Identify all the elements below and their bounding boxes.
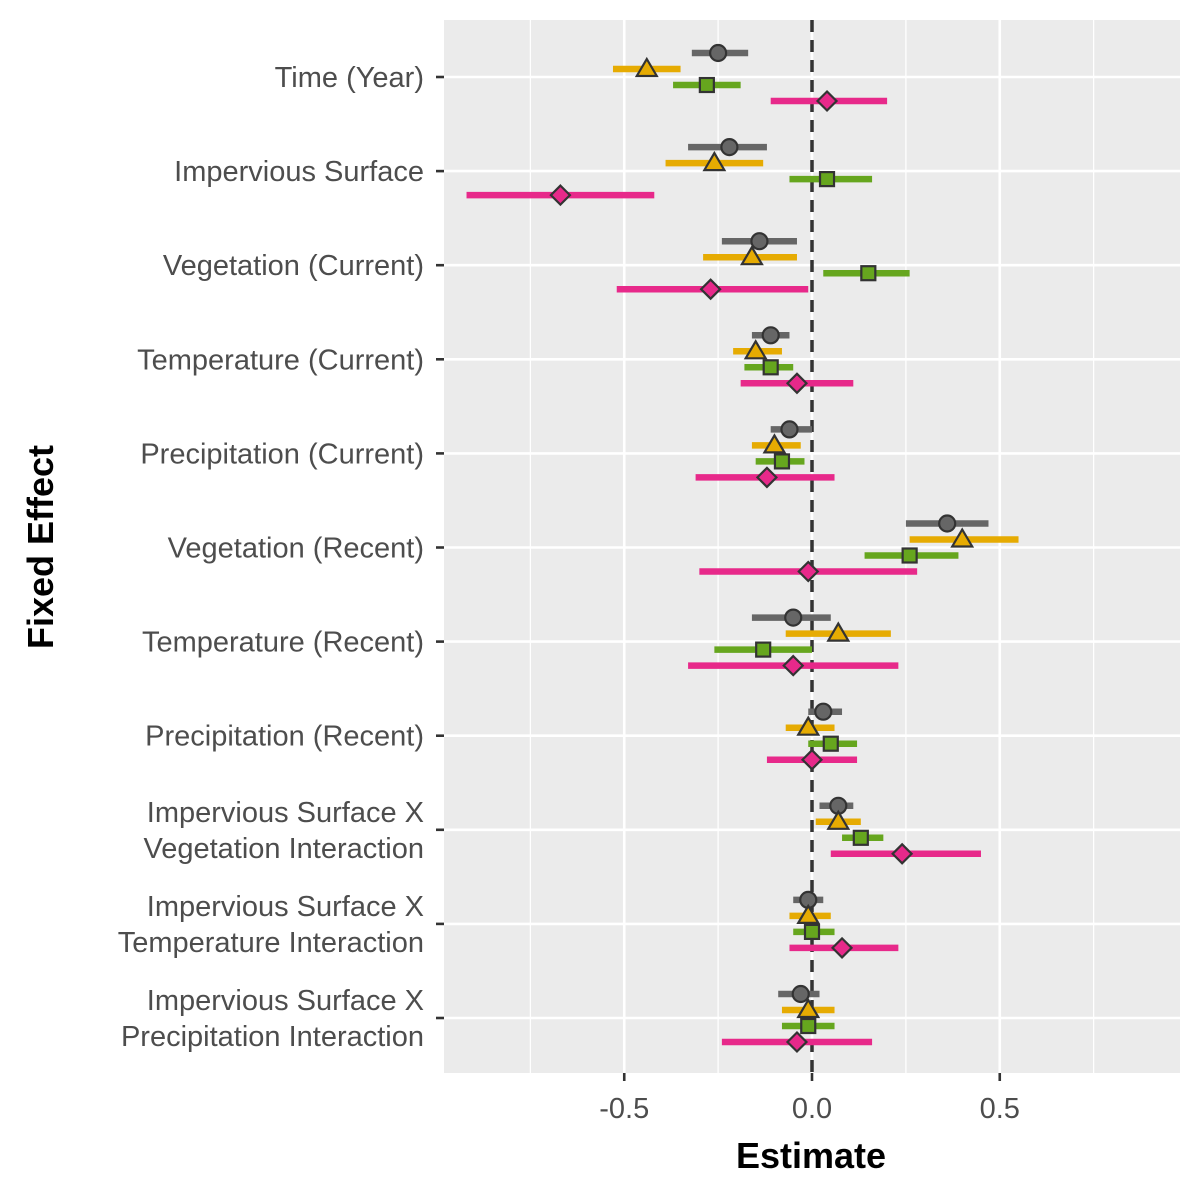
y-tick-label: Impervious Surface X Temperature Interact… xyxy=(118,891,424,959)
point-square xyxy=(852,829,869,846)
point-diamond xyxy=(549,184,572,207)
point-triangle xyxy=(796,903,821,925)
point-triangle xyxy=(739,245,764,266)
y-tick-label: Vegetation (Current) xyxy=(163,250,424,282)
point-circle xyxy=(814,702,833,721)
point-circle xyxy=(720,138,739,157)
point-diamond xyxy=(797,560,820,583)
point-square xyxy=(800,1017,817,1035)
point-triangle xyxy=(762,433,787,454)
point-square xyxy=(803,923,821,941)
point-square xyxy=(901,547,918,564)
point-estimates xyxy=(549,43,975,1054)
point-circle xyxy=(784,608,803,627)
point-circle xyxy=(791,984,810,1004)
x-tick-label: 0.5 xyxy=(980,1093,1020,1125)
point-triangle xyxy=(826,621,851,642)
y-axis-title: Fixed Effect xyxy=(20,445,61,649)
point-triangle xyxy=(950,527,975,548)
point-circle xyxy=(709,43,728,63)
point-diamond xyxy=(815,89,839,113)
point-square xyxy=(818,171,836,188)
point-diamond xyxy=(785,1030,809,1054)
point-circle xyxy=(761,326,780,345)
y-tick-label: Impervious Surface X Vegetation Interacti… xyxy=(143,797,424,865)
point-square xyxy=(755,641,772,658)
y-tick-label: Temperature (Current) xyxy=(137,344,424,376)
point-circle xyxy=(938,514,957,533)
point-square xyxy=(860,265,877,282)
point-triangle xyxy=(796,997,821,1019)
point-diamond xyxy=(830,936,854,959)
point-diamond xyxy=(782,654,805,677)
point-diamond xyxy=(785,372,809,395)
point-square xyxy=(762,359,779,376)
x-axis-title: Estimate xyxy=(736,1135,886,1176)
point-square xyxy=(822,735,839,752)
point-triangle xyxy=(826,809,851,830)
point-square xyxy=(773,453,791,470)
point-circle xyxy=(780,420,799,439)
point-triangle xyxy=(796,715,821,736)
point-diamond xyxy=(800,748,824,771)
y-tick-label: Precipitation (Recent) xyxy=(145,721,424,753)
x-tick-label: -0.5 xyxy=(599,1093,649,1125)
point-diamond xyxy=(891,842,914,865)
point-triangle xyxy=(743,339,768,360)
point-triangle xyxy=(634,56,659,78)
x-tick-label: 0.0 xyxy=(792,1093,832,1125)
point-triangle xyxy=(702,150,727,172)
y-tick-label: Impervious Surface xyxy=(174,156,424,188)
y-tick-label: Temperature (Recent) xyxy=(142,627,424,659)
point-circle xyxy=(750,232,769,251)
y-tick-label: Time (Year) xyxy=(275,62,424,94)
y-tick-label: Vegetation (Recent) xyxy=(168,533,424,565)
point-diamond xyxy=(699,278,722,301)
point-diamond xyxy=(755,466,778,489)
axes: -0.5 0.0 0.5 Time (Year) Impervious Surface V… xyxy=(118,62,1020,1125)
point-square xyxy=(698,76,715,94)
y-tick-label: Precipitation (Current) xyxy=(140,438,424,470)
y-tick-label: Impervious Surface X Precipitation Intera… xyxy=(121,985,424,1053)
